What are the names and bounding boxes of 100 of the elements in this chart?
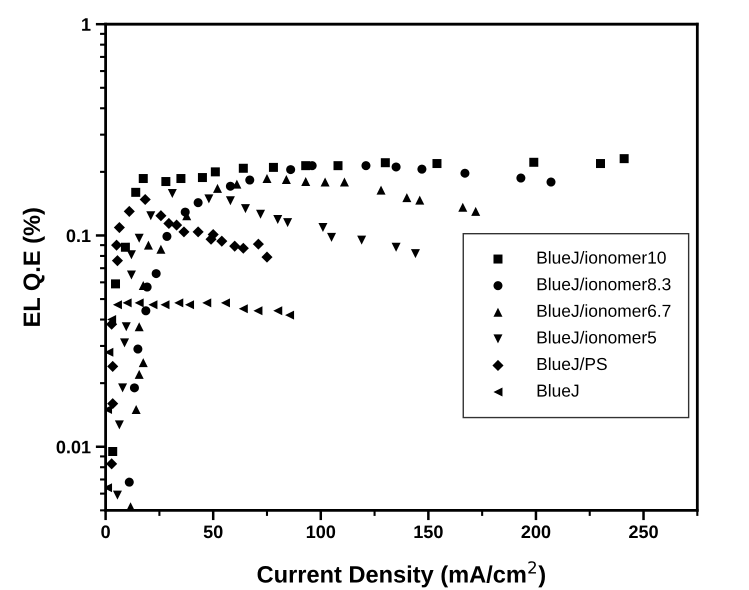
point <box>131 188 140 197</box>
point <box>122 298 132 308</box>
point <box>192 226 204 238</box>
point <box>161 177 170 186</box>
point <box>252 238 264 250</box>
point <box>333 161 342 170</box>
point <box>620 154 629 164</box>
legend-label: BlueJ/ionomer6.7 <box>538 304 670 317</box>
point <box>417 164 426 174</box>
point <box>471 206 480 216</box>
y-tick-label: 0.1 <box>66 229 91 242</box>
legend-label: BlueJ/ionomer10 <box>538 251 666 264</box>
y-axis-title: EL Q.E (%) <box>22 208 45 326</box>
point <box>410 249 420 258</box>
point <box>148 300 158 310</box>
point <box>285 310 294 320</box>
point <box>133 344 142 354</box>
point <box>134 322 144 332</box>
point <box>122 322 131 332</box>
point <box>141 306 150 316</box>
point <box>114 222 125 234</box>
y-tick-label: 0.01 <box>56 440 91 454</box>
point <box>112 490 122 500</box>
point <box>134 370 144 379</box>
x-tick-label: 150 <box>414 525 443 538</box>
point <box>185 300 194 310</box>
point <box>596 159 605 168</box>
point <box>171 220 182 231</box>
point <box>301 177 310 186</box>
point <box>162 232 172 241</box>
point <box>155 210 166 222</box>
x-tick-label: 100 <box>306 525 336 538</box>
point <box>174 298 184 308</box>
point <box>124 478 134 487</box>
x-tick-label: 250 <box>629 525 658 538</box>
point <box>392 162 401 172</box>
legend-label: BlueJ/ionomer8.3 <box>538 278 671 290</box>
point <box>204 194 214 204</box>
point <box>212 184 222 193</box>
point <box>380 158 390 168</box>
point <box>238 304 248 314</box>
point <box>112 255 123 266</box>
y-tick-label: 1 <box>82 18 91 31</box>
point <box>238 164 248 173</box>
point <box>340 178 349 187</box>
point <box>229 240 240 252</box>
point <box>458 202 468 212</box>
point <box>111 279 120 288</box>
point <box>415 196 424 205</box>
legend-label: BlueJ/ionomer5 <box>538 330 656 344</box>
point <box>402 193 412 202</box>
point <box>282 175 291 184</box>
point <box>198 173 207 182</box>
point <box>318 223 328 232</box>
point <box>168 188 177 198</box>
point <box>516 174 526 183</box>
point <box>273 215 282 224</box>
point <box>460 168 470 178</box>
point <box>320 178 330 187</box>
point <box>210 167 220 176</box>
point <box>107 398 118 410</box>
point <box>432 159 442 168</box>
point <box>286 165 296 174</box>
point <box>134 298 144 308</box>
point <box>130 383 139 392</box>
point <box>138 174 148 184</box>
point <box>283 218 292 228</box>
point <box>202 298 212 308</box>
point <box>126 250 136 260</box>
point <box>238 242 249 254</box>
point <box>108 446 118 456</box>
point <box>107 360 118 372</box>
point <box>114 420 124 430</box>
point <box>152 269 161 278</box>
point <box>124 206 135 217</box>
point <box>253 306 262 316</box>
point <box>529 158 538 167</box>
point <box>357 236 366 245</box>
point <box>126 270 136 280</box>
x-tick-label: 50 <box>204 525 222 538</box>
point <box>256 210 266 219</box>
point <box>120 338 130 348</box>
point <box>118 383 128 392</box>
point <box>120 242 130 252</box>
point <box>176 174 186 184</box>
point <box>376 186 386 195</box>
point <box>138 358 148 368</box>
point <box>261 252 273 263</box>
point <box>546 178 556 187</box>
point <box>160 300 170 310</box>
point <box>220 298 230 308</box>
point <box>144 240 153 250</box>
point <box>392 242 401 252</box>
point <box>245 176 254 185</box>
point <box>178 226 190 238</box>
point <box>112 300 122 310</box>
point <box>132 405 141 414</box>
point <box>106 458 118 470</box>
point <box>140 194 151 206</box>
point <box>111 240 122 251</box>
